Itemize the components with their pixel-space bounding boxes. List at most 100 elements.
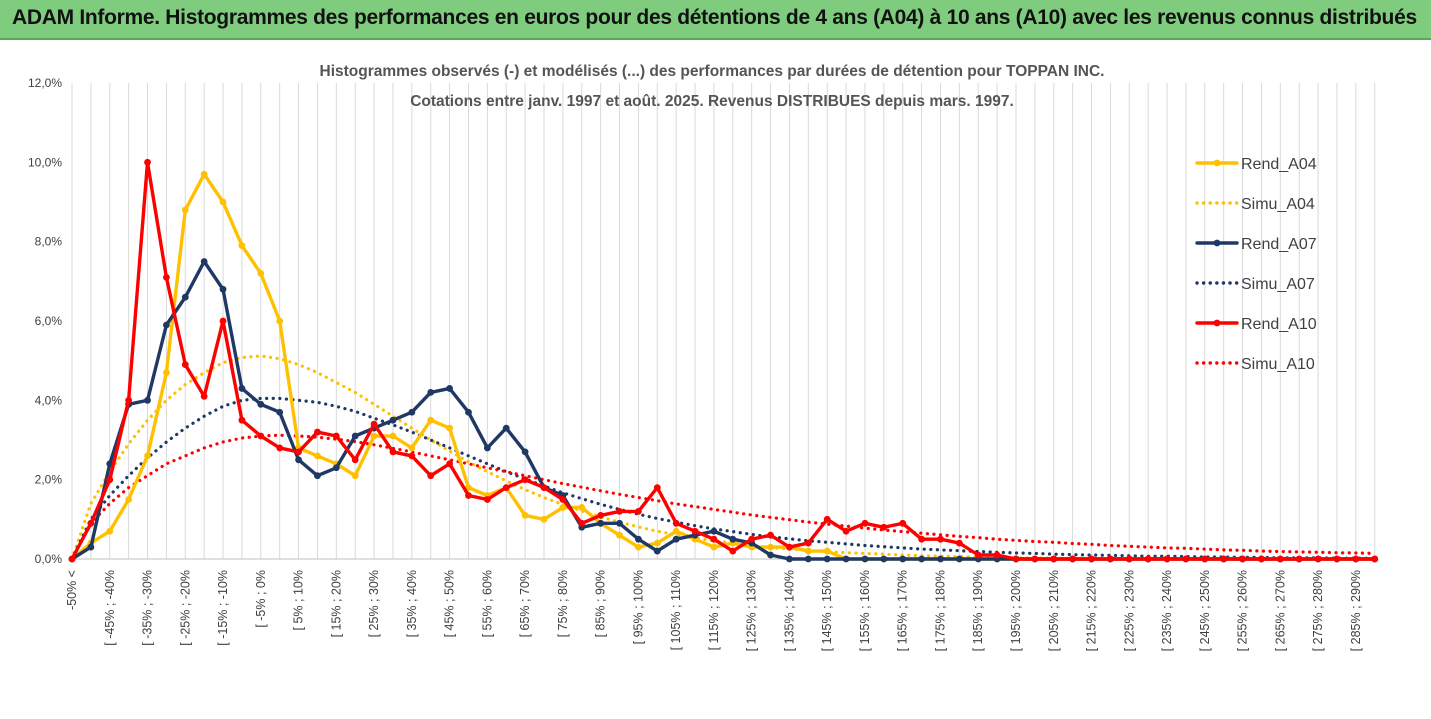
data-point-rend_a10 <box>238 416 246 424</box>
data-point-rend_a10 <box>332 432 340 440</box>
x-tick-label: [ 135% ; 140% <box>782 570 796 651</box>
data-point-rend_a07 <box>163 321 170 329</box>
data-point-rend_a04 <box>219 198 227 206</box>
series-line-rend_a07 <box>70 259 1377 561</box>
x-tick-label: [ -35% ; -30% <box>141 570 155 646</box>
data-point-rend_a10 <box>1012 555 1020 563</box>
legend-marker <box>1213 159 1221 167</box>
data-point-rend_a10 <box>370 420 378 428</box>
data-point-rend_a10 <box>672 519 680 527</box>
x-tick-label: [ 255% ; 260% <box>1236 570 1250 651</box>
data-point-rend_a04 <box>540 515 548 523</box>
x-tick-label: [ 225% ; 230% <box>1122 570 1136 651</box>
data-point-rend_a10 <box>691 527 699 535</box>
x-tick-label: [ 235% ; 240% <box>1160 570 1174 651</box>
data-point-rend_a10 <box>125 396 133 404</box>
data-point-rend_a10 <box>1295 555 1303 563</box>
data-point-rend_a10 <box>597 511 605 519</box>
legend-label: Rend_A04 <box>1241 156 1317 173</box>
x-tick-label: [ 285% ; 290% <box>1349 570 1363 651</box>
x-tick-label: [ 95% ; 100% <box>631 570 645 644</box>
data-point-rend_a04 <box>653 539 661 547</box>
data-point-rend_a07 <box>314 472 321 480</box>
report-title: ADAM Informe. Histogrammes des performan… <box>12 6 1417 29</box>
data-point-rend_a10 <box>1239 555 1246 563</box>
data-point-rend_a04 <box>578 504 586 511</box>
data-point-rend_a10 <box>427 472 435 480</box>
data-point-rend_a10 <box>1371 555 1379 563</box>
data-point-rend_a10 <box>465 492 472 499</box>
data-point-rend_a10 <box>804 539 812 547</box>
x-tick-label: [ -5% ; 0% <box>254 570 268 628</box>
data-point-rend_a10 <box>823 515 831 523</box>
data-point-rend_a07 <box>899 555 907 563</box>
data-point-rend_a10 <box>1352 555 1360 563</box>
data-point-rend_a10 <box>842 527 850 535</box>
data-point-rend_a10 <box>200 392 208 400</box>
x-tick-label: [ 125% ; 130% <box>745 570 759 651</box>
data-point-rend_a07 <box>465 408 472 416</box>
y-tick-label: 10,0% <box>28 155 62 169</box>
series-line-rend_a04 <box>70 172 1377 561</box>
data-point-rend_a07 <box>786 555 793 563</box>
legend-label: Rend_A10 <box>1241 316 1317 333</box>
y-tick-label: 8,0% <box>35 235 63 249</box>
data-point-rend_a04 <box>521 511 529 519</box>
data-point-rend_a10 <box>1314 555 1322 563</box>
data-point-rend_a07 <box>427 389 435 396</box>
x-tick-label: [ -45% ; -40% <box>103 570 117 646</box>
data-point-rend_a04 <box>276 317 284 325</box>
data-point-rend_a10 <box>408 452 416 460</box>
data-point-rend_a07 <box>729 535 737 543</box>
report-banner: ADAM Informe. Histogrammes des performan… <box>0 0 1431 40</box>
series-line-rend_a10 <box>70 160 1377 561</box>
data-point-rend_a07 <box>446 385 453 392</box>
x-tick-label: [ 245% ; 250% <box>1198 570 1212 651</box>
data-point-rend_a07 <box>351 432 359 440</box>
data-point-rend_a07 <box>918 555 925 563</box>
data-point-rend_a04 <box>163 369 170 376</box>
data-point-rend_a10 <box>521 476 529 484</box>
data-point-rend_a10 <box>1069 555 1077 563</box>
data-point-rend_a10 <box>502 484 510 491</box>
data-point-rend_a10 <box>276 444 284 452</box>
x-tick-label: [ 75% ; 80% <box>556 570 570 637</box>
data-point-rend_a04 <box>314 452 321 460</box>
data-point-rend_a10 <box>748 535 756 543</box>
data-point-rend_a07 <box>181 293 189 301</box>
data-point-rend_a04 <box>257 270 265 277</box>
data-point-rend_a10 <box>861 519 869 527</box>
data-point-rend_a10 <box>955 539 963 547</box>
chart-title: Histogrammes observés (-) et modélisés (… <box>320 63 1105 110</box>
data-point-rend_a04 <box>672 527 680 535</box>
data-point-rend_a04 <box>710 543 718 551</box>
data-point-rend_a10 <box>1050 555 1058 563</box>
data-point-rend_a04 <box>427 416 435 424</box>
data-point-rend_a04 <box>370 432 378 440</box>
chart-title-line-2: Cotations entre janv. 1997 et août. 2025… <box>410 93 1014 110</box>
data-point-rend_a07 <box>880 555 888 563</box>
gridlines <box>71 83 1376 560</box>
data-point-rend_a07 <box>937 555 944 563</box>
data-point-rend_a10 <box>767 531 774 539</box>
data-point-rend_a10 <box>87 519 95 527</box>
data-point-rend_a04 <box>823 547 831 555</box>
data-point-rend_a10 <box>389 448 397 456</box>
data-point-rend_a07 <box>389 416 397 424</box>
data-point-rend_a07 <box>295 456 302 464</box>
series-lines <box>68 158 1379 563</box>
data-point-rend_a10 <box>918 535 925 543</box>
x-tick-label: -50% < <box>65 570 79 610</box>
data-point-rend_a10 <box>635 508 642 515</box>
data-point-rend_a10 <box>295 448 302 456</box>
data-point-rend_a10 <box>314 428 321 436</box>
data-point-rend_a07 <box>408 408 416 416</box>
data-point-rend_a07 <box>502 424 510 432</box>
data-point-rend_a10 <box>257 432 265 440</box>
data-point-rend_a10 <box>899 519 907 527</box>
x-tick-label: [ 215% ; 220% <box>1085 570 1099 651</box>
data-point-rend_a10 <box>880 523 888 531</box>
data-point-rend_a04 <box>804 547 812 555</box>
x-tick-label: [ -25% ; -20% <box>178 570 192 646</box>
data-point-rend_a07 <box>483 444 491 452</box>
